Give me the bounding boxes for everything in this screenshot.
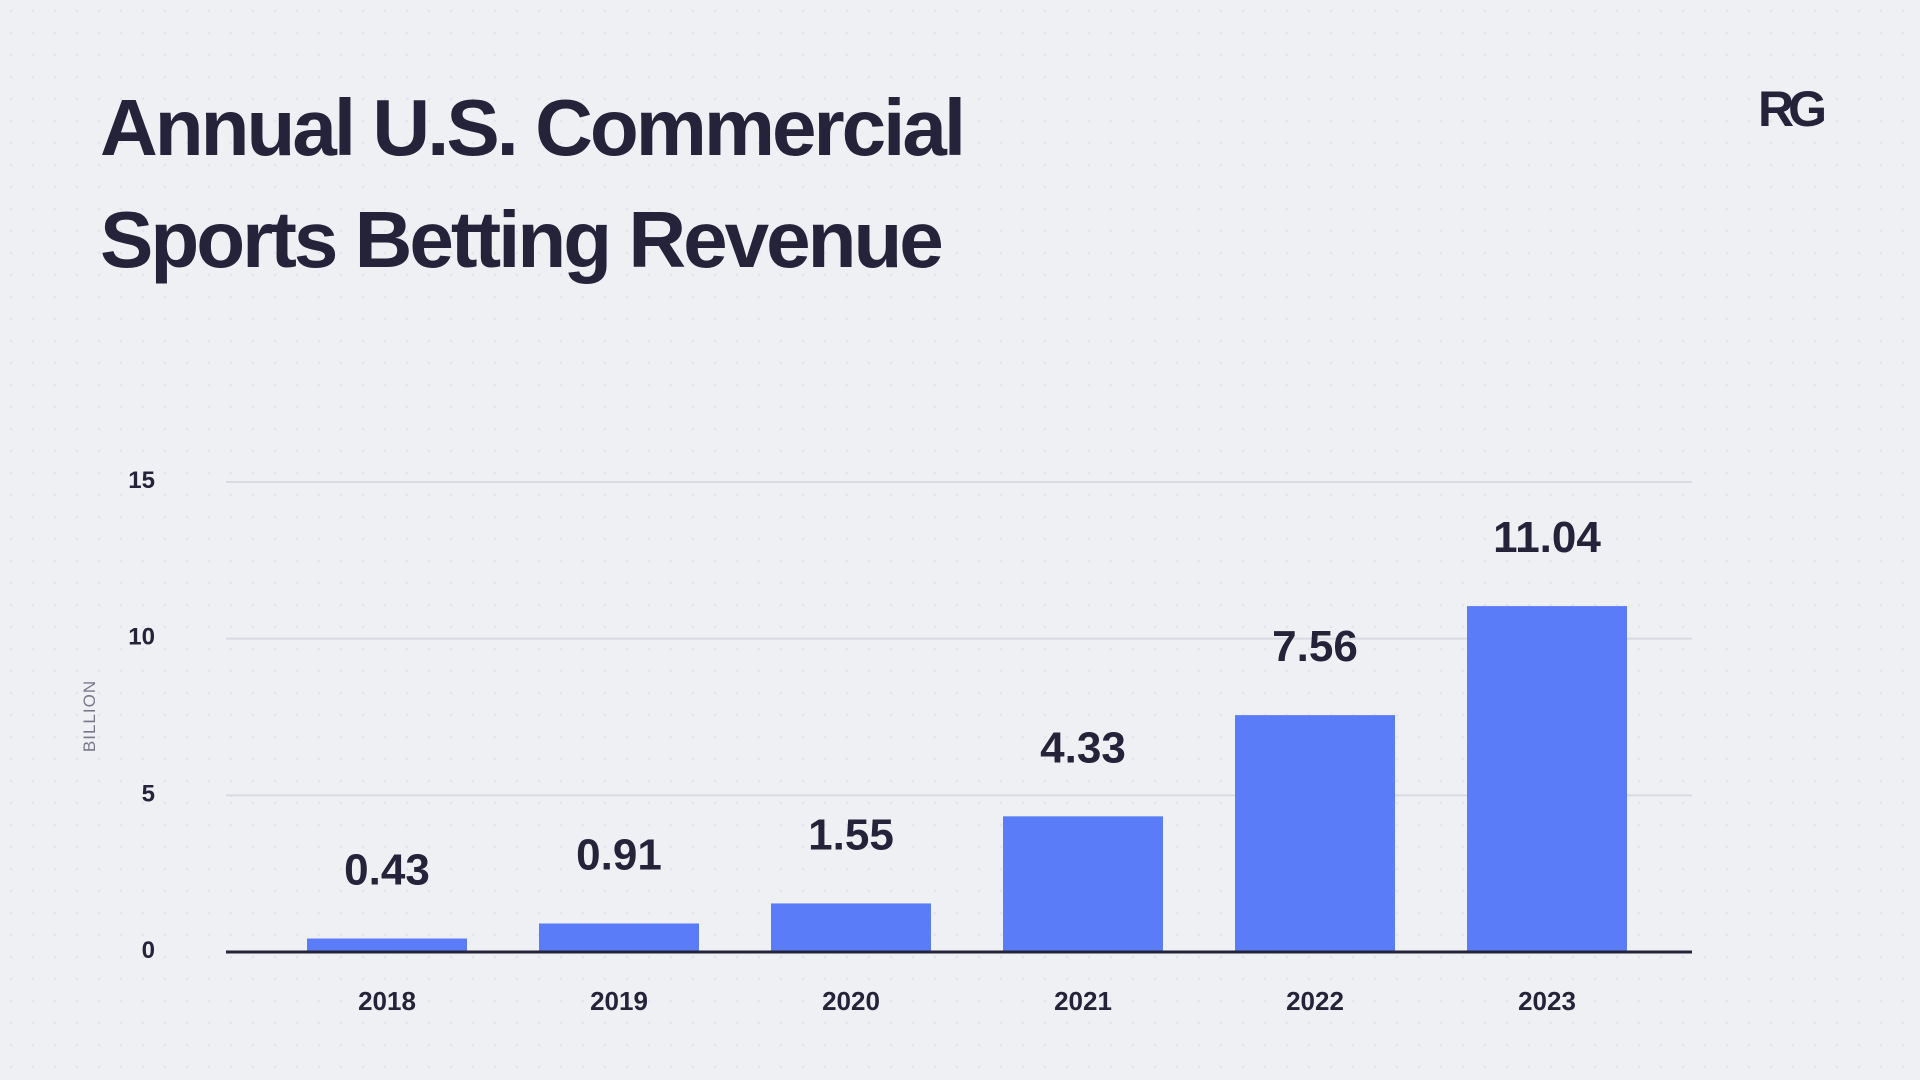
category-label-2019: 2019 [590, 986, 648, 1016]
category-label-2023: 2023 [1518, 986, 1576, 1016]
bar-2023 [1467, 606, 1627, 952]
bars [307, 606, 1627, 952]
y-tick-label: 5 [142, 780, 155, 807]
chart-title-line-2: Sports Betting Revenue [100, 195, 944, 284]
grid-lines [226, 481, 1692, 797]
y-axis-label: BILLION [80, 680, 99, 752]
category-label-2022: 2022 [1286, 986, 1344, 1016]
value-labels: 0.43 0.91 1.55 4.33 7.56 11.04 [344, 513, 1601, 894]
bar-2020 [771, 903, 931, 952]
value-label-2018: 0.43 [344, 846, 430, 895]
chart-title-line-1: Annual U.S. Commercial [100, 83, 966, 172]
bar-2022 [1235, 715, 1395, 952]
value-label-2021: 4.33 [1040, 723, 1126, 772]
y-tick-label: 0 [142, 937, 155, 964]
bar-2018 [307, 938, 467, 952]
category-label-2021: 2021 [1054, 986, 1112, 1016]
category-label-2018: 2018 [358, 986, 416, 1016]
value-label-2019: 0.91 [576, 830, 662, 879]
category-label-2020: 2020 [822, 986, 880, 1016]
y-tick-label: 15 [128, 467, 155, 494]
value-label-2023: 11.04 [1493, 513, 1601, 562]
bar-2021 [1003, 816, 1163, 952]
y-axis-ticks: 0 5 10 15 [128, 467, 155, 964]
value-label-2022: 7.56 [1272, 622, 1358, 671]
value-label-2020: 1.55 [808, 810, 894, 859]
x-axis-categories: 2018 2019 2020 2021 2022 2023 [358, 986, 1576, 1016]
y-tick-label: 10 [128, 624, 155, 651]
chart-title: Annual U.S. Commercial Sports Betting Re… [100, 72, 966, 296]
bar-2019 [539, 923, 699, 952]
rg-logo: RG [1758, 81, 1827, 137]
